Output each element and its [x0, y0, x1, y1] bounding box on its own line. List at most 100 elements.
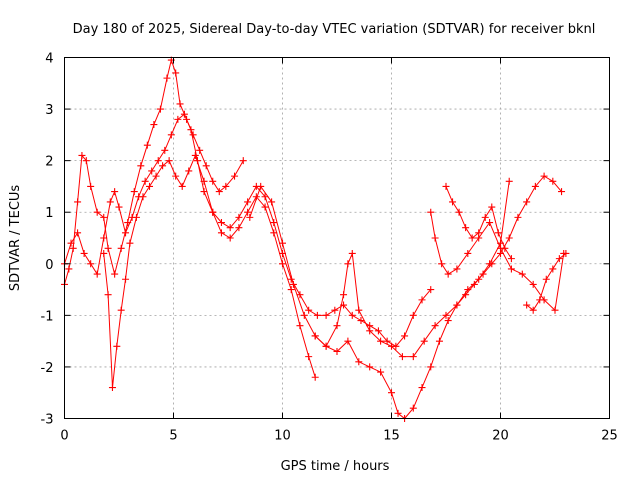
data-point: [126, 239, 134, 247]
data-point: [442, 311, 450, 319]
data-point: [185, 167, 193, 175]
data-point: [357, 317, 365, 325]
data-point: [200, 177, 208, 185]
data-point: [122, 275, 130, 283]
data-point: [246, 213, 254, 221]
data-point: [165, 157, 173, 165]
series-arc-2: [61, 110, 435, 350]
data-point: [486, 219, 494, 227]
data-point: [178, 182, 186, 190]
tick-layer: 0 5 10 15 20 25 -3 -2 -1 0 1 2 3 4: [41, 52, 618, 444]
data-point: [464, 286, 472, 294]
data-point: [287, 286, 295, 294]
data-point: [388, 389, 395, 397]
data-point: [462, 224, 470, 232]
data-point: [505, 234, 513, 242]
data-point: [176, 100, 184, 108]
x-tick-label-0: 0: [60, 429, 68, 444]
data-point: [174, 115, 182, 123]
data-point: [468, 234, 476, 242]
data-point: [398, 353, 406, 361]
data-point: [161, 146, 169, 154]
data-point: [444, 270, 452, 278]
data-point: [100, 249, 108, 257]
data-point: [209, 177, 217, 185]
data-point: [305, 353, 313, 361]
data-point: [305, 306, 313, 314]
data-point: [156, 105, 164, 113]
data-point: [300, 311, 308, 319]
data-point: [340, 291, 348, 299]
data-point: [401, 332, 409, 340]
data-point: [464, 249, 472, 257]
data-point: [449, 198, 457, 206]
data-point: [141, 177, 149, 185]
data-point: [355, 358, 363, 366]
data-point: [394, 409, 402, 417]
data-point: [438, 260, 446, 268]
data-point: [93, 208, 101, 216]
data-point: [191, 151, 199, 159]
data-point: [257, 182, 265, 190]
data-point: [514, 213, 522, 221]
y-tick-label-7: 4: [45, 52, 53, 67]
data-point: [146, 182, 154, 190]
y-tick-label-2: -1: [41, 309, 54, 324]
y-tick-label-4: 1: [45, 206, 53, 221]
data-point: [486, 260, 494, 268]
x-tick-label-1: 5: [169, 429, 177, 444]
data-point: [388, 342, 395, 350]
y-axis-label: SDTVAR / TECUs: [8, 185, 23, 292]
data-point: [366, 363, 374, 371]
data-point: [74, 229, 82, 237]
data-point: [113, 342, 121, 350]
data-point: [453, 301, 461, 309]
data-point: [322, 311, 330, 319]
data-point: [180, 110, 188, 118]
data-point: [409, 404, 417, 412]
data-point: [333, 322, 341, 330]
data-point: [518, 270, 526, 278]
data-point: [279, 239, 286, 247]
data-point: [87, 260, 95, 268]
data-point: [209, 208, 217, 216]
data-point: [117, 244, 125, 252]
data-point: [226, 234, 234, 242]
data-point: [409, 353, 417, 361]
series-line-arc-1: [64, 58, 244, 285]
data-point: [442, 182, 450, 190]
data-point: [344, 337, 352, 345]
data-point: [270, 219, 278, 227]
data-point: [108, 384, 116, 392]
series-arc-8: [523, 249, 570, 314]
data-point: [427, 286, 435, 294]
data-point: [268, 198, 276, 206]
data-point: [313, 311, 321, 319]
data-point: [222, 182, 230, 190]
data-point: [355, 306, 363, 314]
grid-layer: [64, 57, 610, 419]
data-point: [172, 172, 180, 180]
data-point: [418, 296, 426, 304]
data-point: [159, 162, 167, 170]
data-point: [152, 172, 160, 180]
series-line-arc-2: [64, 113, 432, 347]
data-point: [67, 239, 75, 247]
series-arc-4: [246, 172, 566, 422]
data-point: [154, 157, 162, 165]
series-arc-5: [311, 177, 513, 361]
data-point: [189, 131, 197, 139]
x-tick-label-5: 25: [601, 429, 618, 444]
x-axis-label: GPS time / hours: [281, 459, 390, 474]
data-point: [200, 188, 208, 196]
data-point: [444, 317, 452, 325]
data-point: [418, 384, 426, 392]
data-point: [435, 337, 443, 345]
data-point: [549, 265, 557, 273]
data-point: [558, 188, 566, 196]
data-point: [139, 193, 147, 201]
data-point: [453, 265, 461, 273]
data-point: [217, 229, 225, 237]
data-point: [455, 208, 463, 216]
